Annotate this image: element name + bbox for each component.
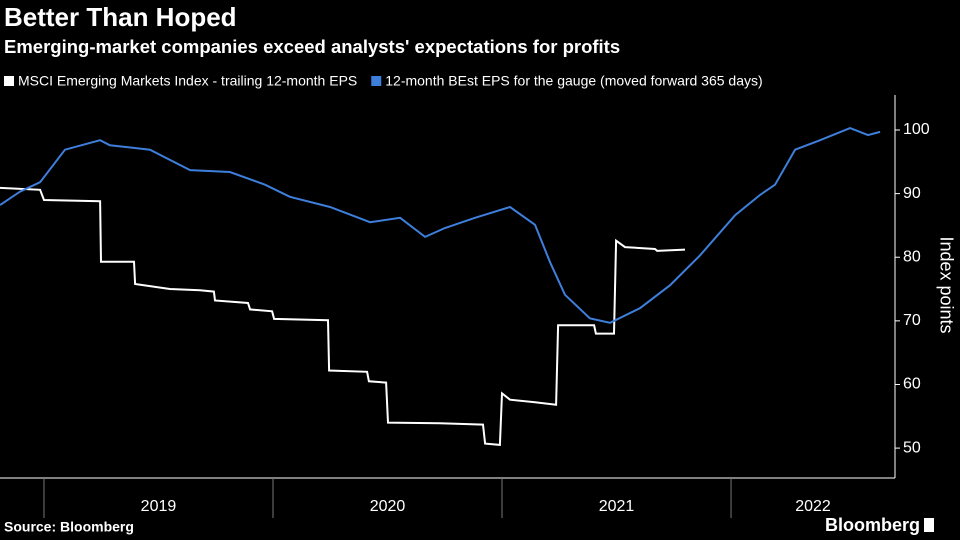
y-tick-label: 60 — [903, 376, 921, 393]
series-line — [0, 127, 881, 324]
legend-label: 12-month BEst EPS for the gauge (moved f… — [385, 73, 762, 89]
x-tick-label: 2019 — [141, 498, 177, 515]
chart-subtitle: Emerging-market companies exceed analyst… — [4, 36, 620, 57]
legend-swatch — [371, 76, 382, 86]
chart-title: Better Than Hoped — [4, 2, 237, 32]
legend-swatch — [4, 76, 14, 86]
logo-icon — [924, 518, 934, 532]
y-tick-label: 70 — [903, 312, 921, 329]
x-tick-label: 2021 — [599, 498, 635, 515]
x-tick-label: 2020 — [370, 498, 406, 515]
series-line — [0, 186, 686, 446]
logo: Bloomberg — [825, 515, 920, 535]
y-tick-label: 90 — [903, 185, 921, 202]
y-tick-label: 100 — [903, 121, 930, 138]
y-tick-label: 50 — [903, 439, 921, 456]
y-tick-label: 80 — [903, 248, 921, 265]
y-axis-label: Index points — [936, 236, 956, 333]
x-tick-label: 2022 — [795, 498, 831, 515]
legend-label: MSCI Emerging Markets Index - trailing 1… — [18, 73, 357, 89]
source: Source: Bloomberg — [4, 519, 134, 535]
